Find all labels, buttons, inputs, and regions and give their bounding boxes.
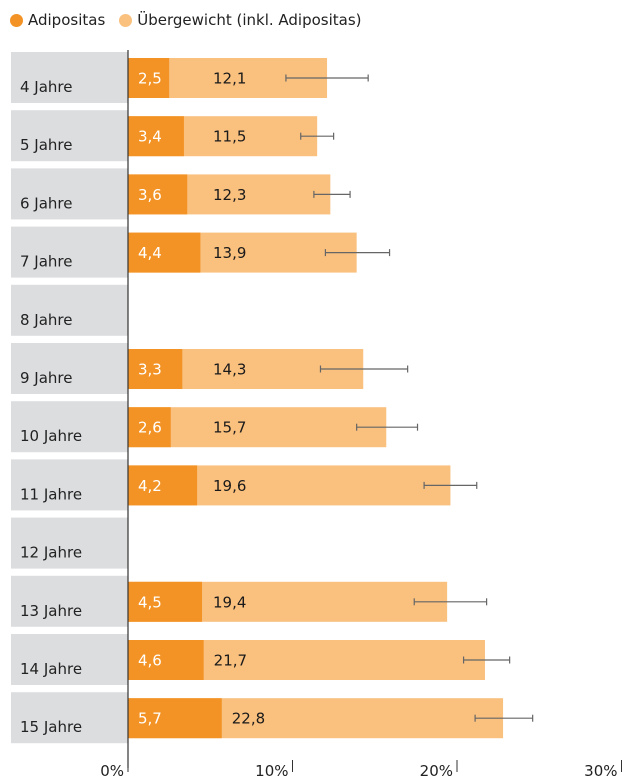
x-tick-label: 0% [100, 762, 124, 778]
data-label-uebergewicht: 12,3 [213, 186, 246, 204]
bar-adipositas [128, 349, 183, 389]
x-tick-label: 10% [255, 762, 288, 778]
data-label-uebergewicht: 19,6 [213, 477, 246, 495]
x-tick-label: 30% [584, 762, 617, 778]
bar-adipositas [128, 407, 171, 448]
row-label-bg [11, 401, 128, 453]
data-label-uebergewicht: 14,3 [213, 361, 246, 379]
row-label-bg [11, 226, 128, 278]
category-label: 10 Jahre [20, 427, 82, 445]
row-label-bg [11, 343, 128, 394]
category-label: 11 Jahre [20, 485, 82, 503]
row-label-bg [11, 52, 128, 103]
data-label-adipositas: 3,6 [138, 186, 162, 204]
category-label: 9 Jahre [20, 369, 73, 387]
bar-uebergewicht [128, 407, 387, 448]
row-label-bg [11, 634, 128, 685]
data-label-adipositas: 2,6 [138, 419, 162, 437]
x-tick-label: 20% [420, 762, 453, 778]
data-label-uebergewicht: 15,7 [213, 419, 246, 437]
row-label-bg [11, 692, 128, 744]
bar-adipositas [128, 581, 203, 622]
data-label-uebergewicht: 12,1 [213, 70, 246, 88]
bar-adipositas [128, 698, 222, 739]
legend-item-adipositas: Adipositas [10, 11, 105, 29]
bar-adipositas [128, 232, 201, 273]
legend: Adipositas Übergewicht (inkl. Adipositas… [10, 8, 376, 32]
data-label-uebergewicht: 13,9 [213, 244, 246, 262]
bar-adipositas [128, 116, 184, 157]
data-label-adipositas: 4,6 [138, 652, 162, 670]
legend-swatch-adipositas [10, 13, 23, 27]
row-label-bg [11, 284, 128, 336]
legend-label-adipositas: Adipositas [28, 11, 106, 29]
row-label-bg [11, 168, 128, 220]
category-label: 5 Jahre [20, 136, 73, 154]
data-label-uebergewicht: 21,7 [214, 652, 247, 670]
category-label: 13 Jahre [20, 602, 82, 620]
data-label-adipositas: 3,3 [138, 361, 162, 379]
row-label-bg [11, 517, 128, 569]
bar-adipositas [128, 58, 170, 98]
category-label: 15 Jahre [20, 718, 82, 736]
category-label: 12 Jahre [20, 544, 82, 562]
category-label: 8 Jahre [20, 311, 73, 329]
category-label: 7 Jahre [20, 253, 73, 271]
bar-adipositas [128, 640, 204, 680]
category-label: 4 Jahre [20, 78, 73, 96]
legend-swatch-uebergewicht [119, 13, 133, 27]
bar-adipositas [128, 465, 198, 506]
row-label-bg [11, 459, 128, 511]
data-label-adipositas: 5,7 [138, 710, 162, 728]
legend-item-uebergewicht: Übergewicht (inkl. Adipositas) [119, 11, 362, 29]
data-label-uebergewicht: 19,4 [213, 593, 246, 611]
data-label-adipositas: 4,5 [138, 593, 162, 611]
data-label-adipositas: 4,4 [138, 244, 162, 262]
data-label-adipositas: 2,5 [138, 70, 162, 88]
data-label-uebergewicht: 11,5 [213, 128, 246, 146]
row-label-bg [11, 110, 128, 162]
data-label-adipositas: 4,2 [138, 477, 162, 495]
bar-adipositas [128, 174, 188, 215]
data-label-adipositas: 3,4 [138, 128, 162, 146]
category-label: 14 Jahre [20, 660, 82, 678]
legend-label-uebergewicht: Übergewicht (inkl. Adipositas) [137, 11, 362, 29]
row-label-bg [11, 575, 128, 627]
data-label-uebergewicht: 22,8 [232, 710, 265, 728]
category-label: 6 Jahre [20, 194, 73, 212]
